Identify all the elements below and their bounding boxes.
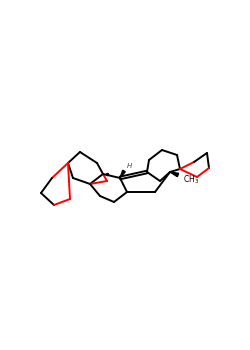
- Text: H: H: [127, 163, 132, 169]
- Text: CH$_3$: CH$_3$: [183, 174, 199, 186]
- Polygon shape: [120, 170, 125, 178]
- Polygon shape: [170, 172, 179, 177]
